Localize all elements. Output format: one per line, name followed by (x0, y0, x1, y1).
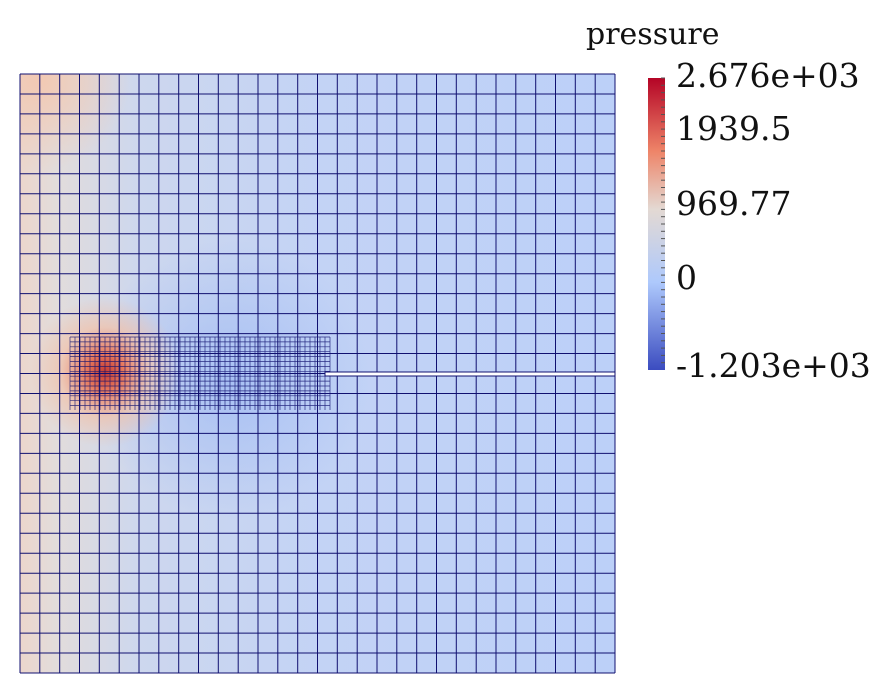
colorbar-title: pressure (586, 17, 720, 52)
colorbar-label: -1.203e+03 (676, 346, 871, 385)
colorbar-label: 0 (676, 258, 697, 297)
colorbar-ticks (661, 77, 665, 364)
colorbar (648, 78, 665, 370)
crack (324, 371, 616, 377)
colorbar-label: 969.77 (676, 184, 791, 223)
mesh (19, 73, 616, 674)
colorbar-label: 1939.5 (676, 109, 791, 148)
colorbar-label: 2.676e+03 (676, 56, 860, 95)
